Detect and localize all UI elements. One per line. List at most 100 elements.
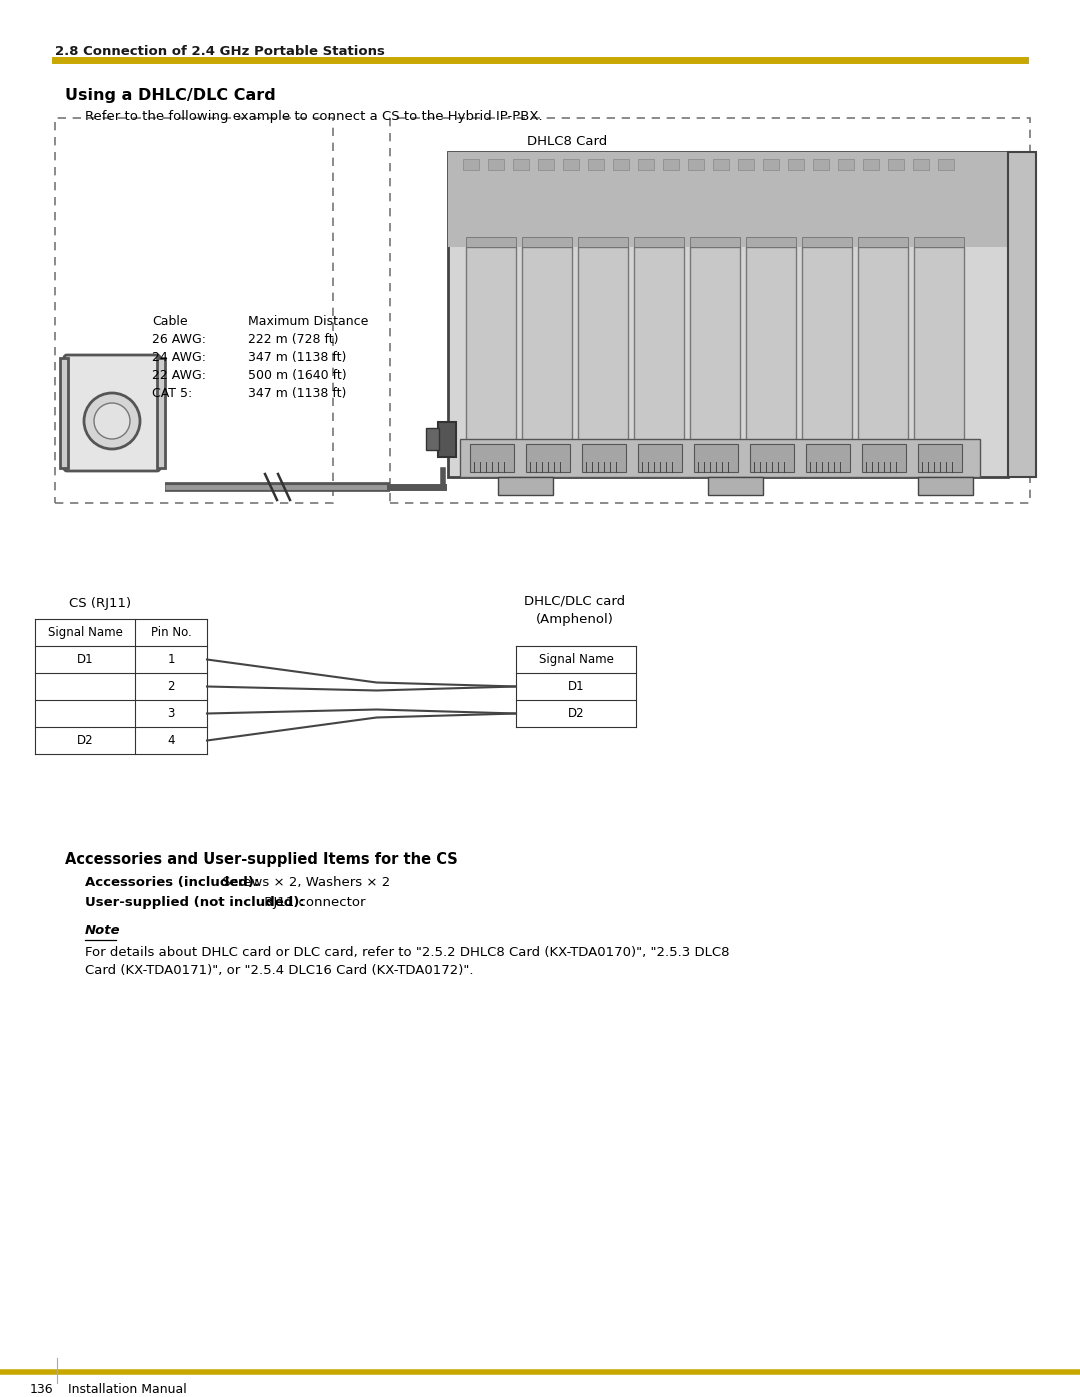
Bar <box>738 159 754 170</box>
Bar <box>588 159 604 170</box>
Text: D2: D2 <box>568 707 584 719</box>
Circle shape <box>84 393 140 448</box>
Bar <box>526 444 570 472</box>
Bar <box>862 444 906 472</box>
Text: Refer to the following example to connect a CS to the Hybrid IP-PBX.: Refer to the following example to connec… <box>85 110 542 123</box>
Bar <box>638 444 681 472</box>
Bar <box>498 476 553 495</box>
Text: 4: 4 <box>167 733 175 747</box>
Bar <box>157 358 165 468</box>
Text: 136: 136 <box>30 1383 54 1396</box>
Circle shape <box>94 402 130 439</box>
Bar <box>918 444 962 472</box>
Text: 1: 1 <box>167 652 175 666</box>
Bar <box>888 159 904 170</box>
Text: 3: 3 <box>167 707 175 719</box>
Bar <box>762 159 779 170</box>
Bar <box>913 159 929 170</box>
Text: Using a DHLC/DLC Card: Using a DHLC/DLC Card <box>65 88 275 103</box>
Bar <box>838 159 854 170</box>
Bar <box>563 159 579 170</box>
Bar <box>470 444 514 472</box>
FancyBboxPatch shape <box>64 355 160 471</box>
Text: RJ11 connector: RJ11 connector <box>260 895 365 909</box>
Bar <box>806 444 850 472</box>
Text: 347 m (1138 ft): 347 m (1138 ft) <box>248 351 347 365</box>
Bar <box>746 247 796 441</box>
Bar <box>613 159 629 170</box>
Bar <box>448 152 1008 247</box>
Text: D1: D1 <box>568 680 584 693</box>
Bar <box>939 159 954 170</box>
Text: Signal Name: Signal Name <box>48 626 122 638</box>
Text: For details about DHLC card or DLC card, refer to "2.5.2 DHLC8 Card (KX-TDA0170): For details about DHLC card or DLC card,… <box>85 946 729 977</box>
Text: Cable: Cable <box>152 314 188 328</box>
Bar <box>638 159 654 170</box>
Bar <box>750 444 794 472</box>
Text: 26 AWG:: 26 AWG: <box>152 332 206 346</box>
Bar <box>465 247 516 441</box>
Bar <box>690 237 740 247</box>
Bar <box>746 237 796 247</box>
Text: Signal Name: Signal Name <box>539 652 613 666</box>
Bar <box>60 358 68 468</box>
Text: (Amphenol): (Amphenol) <box>536 613 613 626</box>
Text: Note: Note <box>85 923 121 937</box>
Bar <box>914 237 964 247</box>
Bar <box>448 152 1008 476</box>
Bar <box>694 444 738 472</box>
Text: Installation Manual: Installation Manual <box>68 1383 187 1396</box>
Text: Maximum Distance: Maximum Distance <box>248 314 368 328</box>
Bar <box>690 247 740 441</box>
Text: Accessories (included):: Accessories (included): <box>85 876 259 888</box>
Bar <box>788 159 804 170</box>
Bar <box>390 117 1030 503</box>
Bar <box>538 159 554 170</box>
Text: 2: 2 <box>167 680 175 693</box>
Text: 347 m (1138 ft): 347 m (1138 ft) <box>248 387 347 400</box>
Bar <box>460 439 980 476</box>
Text: 222 m (728 ft): 222 m (728 ft) <box>248 332 338 346</box>
Text: Screws × 2, Washers × 2: Screws × 2, Washers × 2 <box>218 876 390 888</box>
Bar <box>522 247 572 441</box>
Text: 24 AWG:: 24 AWG: <box>152 351 206 365</box>
Text: 500 m (1640 ft): 500 m (1640 ft) <box>248 369 347 381</box>
Bar <box>802 247 852 441</box>
Text: D2: D2 <box>77 733 93 747</box>
Bar <box>634 247 684 441</box>
Bar <box>488 159 504 170</box>
Bar <box>918 476 973 495</box>
Text: Accessories and User-supplied Items for the CS: Accessories and User-supplied Items for … <box>65 852 458 868</box>
Bar <box>688 159 704 170</box>
Text: CAT 5:: CAT 5: <box>152 387 192 400</box>
Bar <box>426 427 438 450</box>
Bar <box>55 117 333 503</box>
Bar <box>914 247 964 441</box>
Text: D1: D1 <box>77 652 93 666</box>
Bar <box>1008 152 1036 476</box>
Bar <box>863 159 879 170</box>
Bar <box>463 159 480 170</box>
Text: Pin No.: Pin No. <box>150 626 191 638</box>
Bar <box>578 247 627 441</box>
Bar <box>858 247 908 441</box>
Text: DHLC/DLC card: DHLC/DLC card <box>525 595 625 608</box>
Bar <box>578 237 627 247</box>
Bar <box>802 237 852 247</box>
Bar <box>438 422 456 457</box>
Bar <box>858 237 908 247</box>
Text: 22 AWG:: 22 AWG: <box>152 369 206 381</box>
Bar <box>708 476 762 495</box>
Bar <box>522 237 572 247</box>
Bar <box>465 237 516 247</box>
Text: CS (RJ11): CS (RJ11) <box>69 597 131 610</box>
Bar <box>713 159 729 170</box>
Bar <box>513 159 529 170</box>
Bar <box>582 444 626 472</box>
Bar <box>813 159 829 170</box>
Text: DHLC8 Card: DHLC8 Card <box>527 136 607 148</box>
Text: 2.8 Connection of 2.4 GHz Portable Stations: 2.8 Connection of 2.4 GHz Portable Stati… <box>55 45 384 59</box>
Text: User-supplied (not included):: User-supplied (not included): <box>85 895 305 909</box>
Bar <box>634 237 684 247</box>
Bar <box>663 159 679 170</box>
